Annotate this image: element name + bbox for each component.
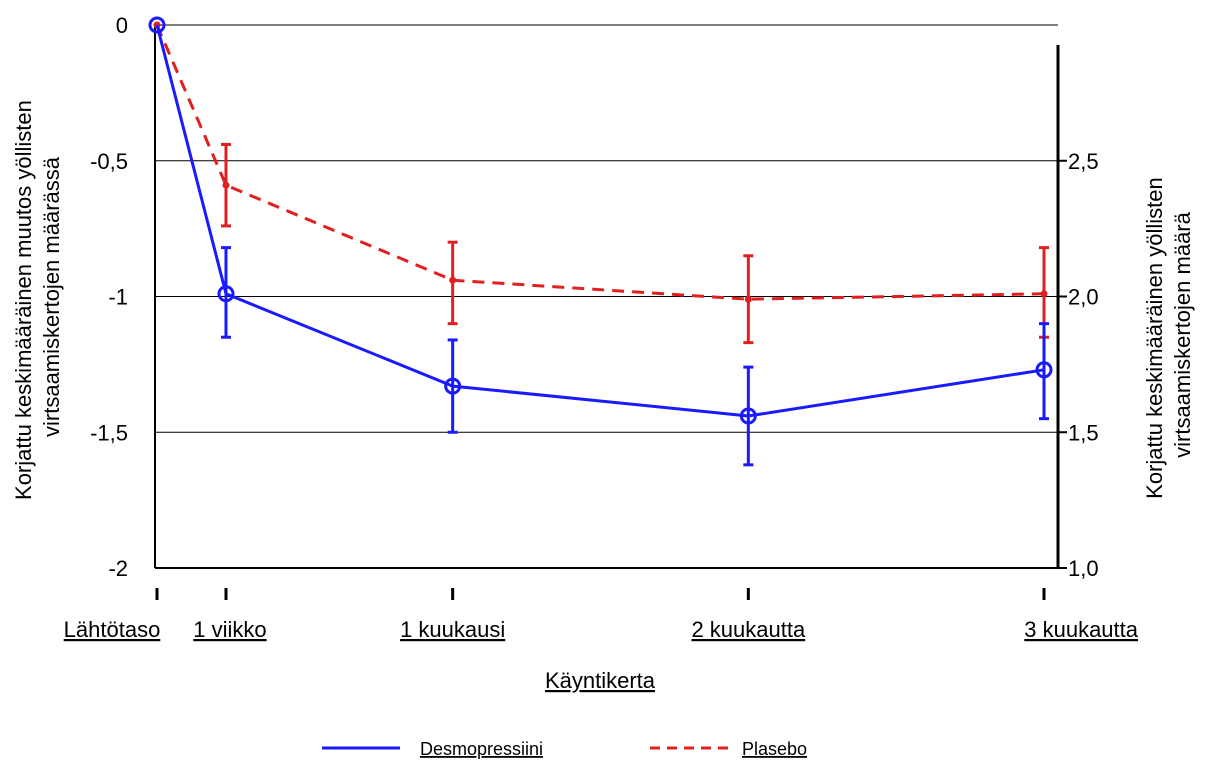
point-0-1 bbox=[217, 285, 235, 303]
y-axis-right-title: Korjattu keskimääräinen yöllisten virtsa… bbox=[1142, 171, 1195, 499]
y-right-tick-label-1: 2,0 bbox=[1068, 285, 1099, 310]
y-axis-right-title-line1: Korjattu keskimääräinen yöllisten bbox=[1142, 177, 1167, 499]
point-1-2 bbox=[449, 276, 457, 284]
y-left-tick-label-0: 0 bbox=[116, 13, 128, 38]
y-right-tick-label-3: 1,0 bbox=[1068, 556, 1099, 581]
y-left-tick-label-4: -2 bbox=[108, 556, 128, 581]
legend-label-plasebo: Plasebo bbox=[742, 739, 807, 759]
series-line-1 bbox=[155, 24, 1045, 301]
y-right-tick-label-2: 1,5 bbox=[1068, 420, 1099, 445]
y-axis-left-title: Korjattu keskimääräinen muutos yöllisten… bbox=[11, 94, 64, 500]
x-tick-label-3: 2 kuukautta bbox=[691, 617, 806, 642]
point-1-1 bbox=[222, 181, 230, 189]
axes bbox=[154, 25, 1060, 569]
point-0-3 bbox=[739, 407, 757, 425]
series-layer bbox=[148, 16, 1053, 467]
y-right-tick-label-0: 2,5 bbox=[1068, 149, 1099, 174]
x-tick-label-2: 1 kuukausi bbox=[400, 617, 505, 642]
x-tick-label-0: Lähtötaso bbox=[64, 617, 161, 642]
point-0-0 bbox=[148, 16, 166, 34]
right-axis-ticks: 2,5 2,0 1,5 1,0 bbox=[1058, 149, 1099, 581]
x-axis-ticks: Lähtötaso 1 viikko 1 kuukausi 2 kuukautta 3 … bbox=[64, 588, 1139, 642]
point-0-4 bbox=[1035, 361, 1053, 379]
legend-label-desmopressiini: Desmopressiini bbox=[420, 739, 543, 759]
y-axis-right-title-line2: virtsaamiskertojen määrä bbox=[1170, 211, 1195, 458]
y-left-tick-label-2: -1 bbox=[108, 285, 128, 310]
y-axis-left-title-line2: virtsaamiskertojen määrässä bbox=[39, 156, 64, 437]
y-axis-left-title-line1: Korjattu keskimääräinen muutos yöllisten bbox=[11, 100, 36, 500]
y-left-tick-label-3: -1,5 bbox=[90, 420, 128, 445]
gridlines bbox=[155, 24, 1058, 433]
series-1 bbox=[153, 21, 1049, 345]
x-tick-label-4: 3 kuukautta bbox=[1024, 617, 1139, 642]
legend: Desmopressiini Plasebo bbox=[322, 739, 807, 759]
point-1-4 bbox=[1040, 290, 1048, 298]
point-0-2 bbox=[444, 377, 462, 395]
left-axis-ticks: 0 -0,5 -1 -1,5 -2 bbox=[90, 13, 128, 581]
point-1-3 bbox=[744, 295, 752, 303]
series-line-0 bbox=[155, 24, 1045, 418]
series-0 bbox=[148, 16, 1053, 467]
y-left-tick-label-1: -0,5 bbox=[90, 149, 128, 174]
x-axis-title: Käyntikerta bbox=[545, 668, 656, 693]
x-tick-label-1: 1 viikko bbox=[193, 617, 266, 642]
